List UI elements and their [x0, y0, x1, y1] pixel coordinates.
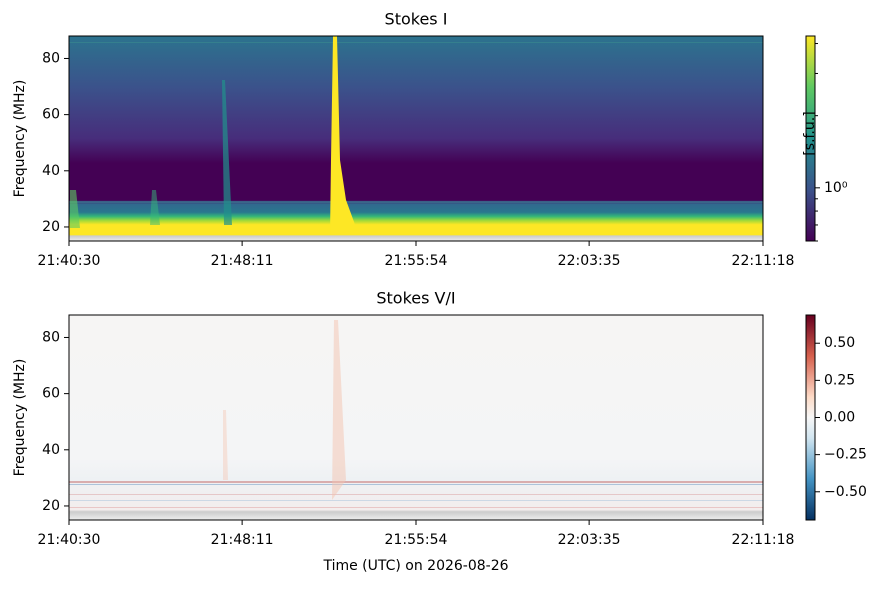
colorbar-tick-label: −0.25 [824, 447, 867, 463]
chart-title: Stokes I [385, 10, 448, 29]
x-tick-label: 21:55:54 [385, 253, 448, 269]
spectrogram-i [69, 36, 763, 241]
y-axis-label: Frequency (MHz) [12, 80, 28, 198]
y-tick-label: 40 [42, 163, 60, 179]
x-tick-label: 21:55:54 [385, 532, 448, 548]
y-tick-label: 40 [42, 442, 60, 458]
y-tick-label: 60 [42, 107, 60, 123]
x-tick-label: 21:40:30 [38, 532, 101, 548]
x-tick-label: 21:48:11 [211, 532, 274, 548]
y-tick-label: 20 [42, 498, 60, 514]
x-tick-label: 22:11:18 [732, 532, 795, 548]
y-tick-label: 80 [42, 50, 60, 66]
x-tick-label: 22:03:35 [558, 253, 621, 269]
y-tick-label: 60 [42, 386, 60, 402]
colorbar-tick-label: 10⁰ [824, 180, 848, 196]
colorbar [805, 314, 816, 521]
x-tick-label: 22:11:18 [732, 253, 795, 269]
colorbar-tick-label: 0.25 [824, 372, 855, 388]
x-axis-label: Time (UTC) on 2026-08-26 [322, 558, 508, 574]
x-tick-label: 21:48:11 [211, 253, 274, 269]
colorbar [805, 35, 816, 242]
chart-title: Stokes V/I [376, 289, 455, 308]
colorbar-tick-label: −0.50 [824, 484, 867, 500]
spectrogram-v [69, 315, 763, 520]
x-tick-label: 22:03:35 [558, 532, 621, 548]
x-tick-label: 21:40:30 [38, 253, 101, 269]
colorbar-label: [s.f.u.] [802, 111, 818, 155]
y-tick-label: 80 [42, 329, 60, 345]
colorbar-tick-label: 0.00 [824, 410, 855, 426]
y-tick-label: 20 [42, 219, 60, 235]
colorbar-tick-label: 0.50 [824, 335, 855, 351]
y-axis-label: Frequency (MHz) [12, 359, 28, 477]
